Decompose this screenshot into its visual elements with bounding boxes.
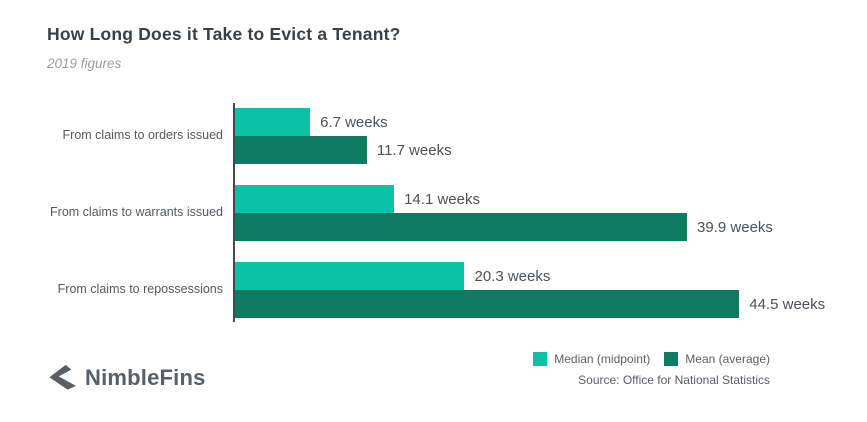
chart-legend: Median (midpoint) Mean (average) [533, 352, 770, 366]
y-axis-line [233, 103, 235, 322]
bar-value-label: 44.5 weeks [749, 295, 826, 313]
bar-pair: 14.1 weeks 39.9 weeks [234, 185, 779, 241]
category-label: From claims to orders issued [62, 128, 223, 143]
chart-group-repossessions: From claims to repossessions 20.3 weeks … [47, 262, 847, 318]
bar-value-label: 11.7 weeks [376, 141, 452, 159]
bar-row: 39.9 weeks [234, 213, 779, 241]
bar-row: 14.1 weeks [234, 185, 779, 213]
legend-item-median: Median (midpoint) [533, 352, 650, 366]
legend-label: Mean (average) [685, 352, 770, 366]
bar-pair: 20.3 weeks 44.5 weeks [234, 262, 825, 318]
category-label: From claims to repossessions [57, 282, 223, 297]
median-bar [234, 185, 395, 213]
bar-value-label: 39.9 weeks [697, 218, 773, 236]
bar-value-label: 20.3 weeks [474, 267, 551, 285]
bar-row: 44.5 weeks [234, 290, 825, 318]
mean-bar [234, 136, 367, 164]
chart-header: How Long Does it Take to Evict a Tenant?… [47, 24, 401, 71]
median-bar [234, 262, 465, 290]
legend-label: Median (midpoint) [554, 352, 651, 366]
bar-row: 20.3 weeks [234, 262, 779, 290]
legend-and-source: Median (midpoint) Mean (average) Source:… [533, 352, 770, 387]
median-swatch-icon [533, 352, 548, 366]
bar-value-label: 6.7 weeks [320, 113, 388, 131]
bar-row: 6.7 weeks [234, 108, 779, 136]
mean-bar [234, 213, 688, 241]
chart-subtitle: 2019 figures [47, 56, 122, 71]
legend-item-mean: Mean (average) [664, 352, 770, 366]
mean-swatch-icon [664, 352, 679, 366]
bar-pair: 6.7 weeks 11.7 weeks [234, 108, 779, 164]
category-label: From claims to warrants issued [50, 205, 223, 220]
bar-chart: From claims to orders issued 6.7 weeks 1… [47, 103, 847, 322]
logo-text: NimbleFins [85, 365, 206, 390]
chart-group-warrants: From claims to warrants issued 14.1 week… [47, 185, 847, 241]
bar-row: 11.7 weeks [234, 136, 779, 164]
chart-title: How Long Does it Take to Evict a Tenant? [47, 24, 401, 44]
mean-bar [234, 290, 740, 318]
chart-group-orders: From claims to orders issued 6.7 weeks 1… [47, 108, 847, 164]
nimblefins-arrow-icon [49, 364, 76, 390]
source-attribution: Source: Office for National Statistics [578, 373, 770, 387]
median-bar [234, 108, 311, 136]
nimblefins-logo: NimbleFins [47, 364, 206, 392]
bar-value-label: 14.1 weeks [404, 190, 480, 208]
